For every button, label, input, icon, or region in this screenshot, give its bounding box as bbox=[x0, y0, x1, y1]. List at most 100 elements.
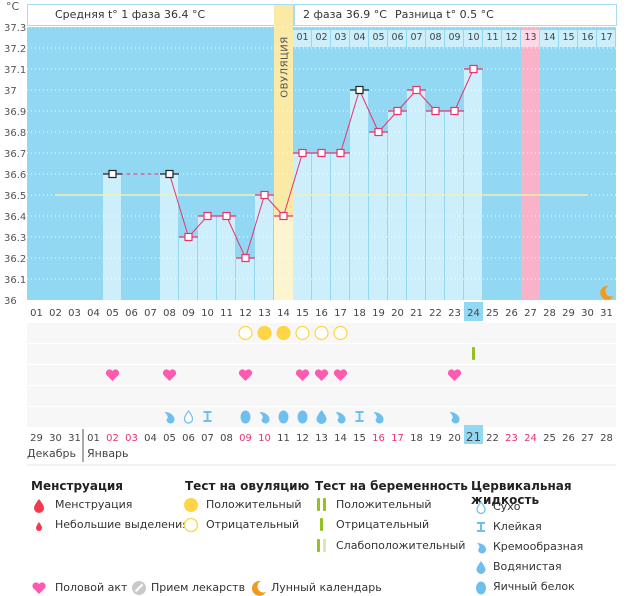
heart-icon bbox=[295, 369, 310, 381]
cycle-day-label: 11 bbox=[220, 308, 233, 319]
phase2-day-label: 05 bbox=[372, 32, 384, 43]
temperature-point bbox=[184, 232, 193, 242]
calendar-date-label: 21 bbox=[466, 430, 481, 444]
temperature-bar bbox=[312, 153, 330, 300]
ovulation-label: ОВУЛЯЦИЯ bbox=[280, 36, 291, 98]
calendar-date-label: 25 bbox=[543, 433, 556, 444]
heart-icon bbox=[447, 369, 462, 381]
y-tick-label: 36.2 bbox=[4, 254, 26, 265]
calendar-date-label: 10 bbox=[258, 433, 271, 444]
temperature-point bbox=[336, 148, 345, 158]
temperature-point bbox=[165, 169, 174, 179]
empty-circle-icon bbox=[183, 517, 199, 533]
heart-icon bbox=[105, 369, 120, 381]
phase2-day-label: 11 bbox=[486, 32, 498, 43]
phase2-day-cell bbox=[464, 30, 482, 47]
single-green-bar-icon bbox=[320, 518, 323, 531]
cycle-day-label: 31 bbox=[600, 308, 613, 319]
temperature-bar bbox=[426, 111, 444, 300]
y-tick-label: 36.4 bbox=[4, 212, 26, 223]
cycle-day-label: 02 bbox=[49, 308, 62, 319]
cycle-day-label: 16 bbox=[315, 308, 328, 319]
temperature-point bbox=[393, 106, 402, 116]
moon-icon bbox=[600, 285, 614, 300]
temperature-bar bbox=[331, 153, 349, 300]
calendar-date-label: 20 bbox=[448, 433, 461, 444]
cycle-day-label: 19 bbox=[372, 308, 385, 319]
temperature-bar bbox=[445, 111, 463, 300]
temperature-point bbox=[355, 85, 364, 95]
phase2-day-label: 16 bbox=[581, 32, 593, 43]
calendar-date-label: 19 bbox=[429, 433, 442, 444]
y-tick-label: 36 bbox=[4, 296, 17, 307]
cycle-day-label: 03 bbox=[68, 308, 81, 319]
phase2-day-label: 10 bbox=[467, 32, 479, 43]
creamy-drop-icon bbox=[335, 412, 346, 424]
phase2-day-label: 07 bbox=[410, 32, 422, 43]
temperature-bar bbox=[236, 258, 254, 300]
cycle-day-label: 13 bbox=[258, 308, 271, 319]
phase2-day-cell bbox=[578, 30, 596, 47]
y-tick-label: 36.6 bbox=[4, 170, 26, 181]
calendar-date-label: 03 bbox=[125, 433, 138, 444]
temperature-line-segment bbox=[283, 152, 303, 217]
temperature-point bbox=[222, 211, 231, 221]
calendar-date-label: 09 bbox=[239, 433, 252, 444]
cycle-day-label: 18 bbox=[353, 308, 366, 319]
phase2-day-label: 02 bbox=[315, 32, 327, 43]
marker-row-background bbox=[27, 386, 616, 406]
phase2-day-cell bbox=[445, 30, 463, 47]
phase1-average-label: Средняя t° 1 фаза 36.4 °C bbox=[55, 8, 206, 21]
temperature-bar bbox=[388, 111, 406, 300]
egg-white-icon bbox=[297, 410, 308, 424]
phase2-day-label: 01 bbox=[296, 32, 308, 43]
cycle-day-label: 17 bbox=[334, 308, 347, 319]
temperature-point bbox=[374, 127, 383, 137]
ovulation-test-positive-icon bbox=[276, 325, 291, 341]
moon-icon bbox=[251, 580, 266, 596]
calendar-date-label: 04 bbox=[144, 433, 157, 444]
temperature-bar bbox=[369, 132, 387, 300]
cycle-day-label: 12 bbox=[239, 308, 252, 319]
calendar-date-label: 27 bbox=[581, 433, 594, 444]
calendar-date-label: 30 bbox=[49, 433, 62, 444]
calendar-date-label: 28 bbox=[600, 433, 613, 444]
calendar-date-label: 01 bbox=[87, 433, 100, 444]
ovulation-test-negative-icon bbox=[238, 325, 253, 341]
legend-title-pregnancy-test: Тест на беременность bbox=[315, 479, 468, 493]
calendar-date-label: 29 bbox=[30, 433, 43, 444]
creamy-drop-icon bbox=[164, 412, 175, 424]
cycle-day-label: 21 bbox=[410, 308, 423, 319]
legend-title-menstruation: Менструация bbox=[31, 479, 123, 493]
creamy-drop-icon bbox=[449, 412, 460, 424]
cycle-day-label: 04 bbox=[87, 308, 100, 319]
y-tick-label: 37.3 bbox=[4, 23, 26, 34]
empty-drop-icon bbox=[476, 501, 486, 515]
hourglass-icon bbox=[355, 411, 364, 422]
double-green-bar-icon bbox=[317, 498, 326, 511]
calendar-date-label: 06 bbox=[182, 433, 195, 444]
phase2-day-cell bbox=[483, 30, 501, 47]
temperature-point bbox=[203, 211, 212, 221]
cycle-day-label: 10 bbox=[201, 308, 214, 319]
heart-icon bbox=[162, 369, 177, 381]
heart-icon bbox=[333, 369, 348, 381]
calendar-date-label: 26 bbox=[562, 433, 575, 444]
creamy-drop-icon bbox=[477, 543, 487, 554]
heart-icon bbox=[314, 369, 329, 381]
pill-icon bbox=[132, 581, 146, 595]
cycle-day-label: 05 bbox=[106, 308, 119, 319]
phase2-day-cell bbox=[521, 30, 539, 47]
temperature-point bbox=[279, 211, 288, 221]
phase2-day-label: 15 bbox=[562, 32, 574, 43]
temperature-bar bbox=[464, 69, 482, 300]
month-label-current: Январь bbox=[87, 447, 129, 460]
temperature-point bbox=[298, 148, 307, 158]
cycle-day-label: 30 bbox=[581, 308, 594, 319]
phase2-day-cell bbox=[369, 30, 387, 47]
creamy-drop-icon bbox=[373, 412, 384, 424]
egg-white-icon bbox=[278, 410, 289, 424]
legend-title-ovulation-test: Тест на овуляцию bbox=[185, 479, 310, 493]
egg-white-icon bbox=[240, 410, 251, 424]
